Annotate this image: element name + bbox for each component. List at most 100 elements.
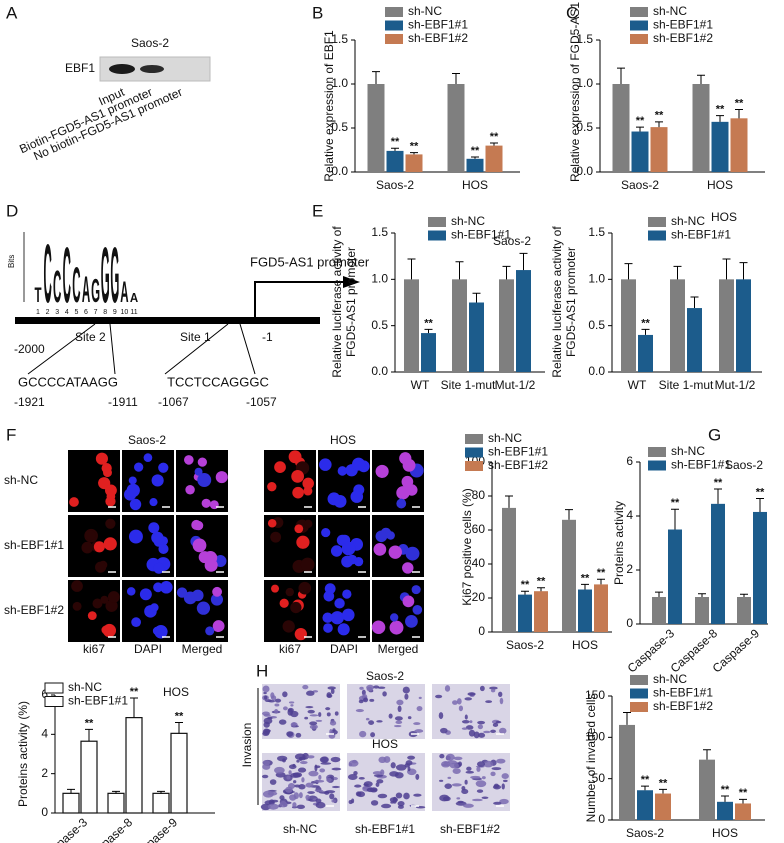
significance: ** <box>490 131 499 143</box>
nucleus <box>337 466 348 476</box>
cell <box>366 686 373 692</box>
nucleus <box>321 528 331 538</box>
x-tick-label: HOS <box>707 178 733 192</box>
y-tick-label: 2 <box>41 766 48 780</box>
y-tick-label: 1.5 <box>576 32 593 46</box>
cell <box>490 771 496 777</box>
cell <box>380 769 385 776</box>
nucleus <box>390 613 399 622</box>
cell <box>438 712 444 720</box>
cell <box>314 764 318 772</box>
cell <box>418 696 422 700</box>
cell <box>306 690 315 696</box>
error-bar <box>372 71 380 84</box>
nucleus <box>285 587 294 597</box>
cell <box>293 780 297 784</box>
cell <box>377 793 388 799</box>
nucleus <box>85 530 96 541</box>
nucleus <box>322 612 333 623</box>
error-bar <box>641 785 649 791</box>
cell <box>274 698 282 703</box>
legend-swatch <box>428 217 446 227</box>
error-bar <box>739 262 748 280</box>
cell <box>394 716 403 721</box>
cell <box>490 689 496 693</box>
cell <box>402 686 410 694</box>
cell <box>476 789 484 793</box>
column-label: sh-EBF1#1 <box>355 822 415 836</box>
nucleus <box>371 620 386 634</box>
nucleus <box>212 586 223 597</box>
cell <box>439 753 445 759</box>
nucleus <box>87 611 97 621</box>
y-tick-label: 2 <box>626 562 633 576</box>
legend-label: sh-EBF1#1 <box>68 694 128 708</box>
cell <box>382 691 387 697</box>
nucleus <box>399 452 412 465</box>
y-tick-label: 0.5 <box>576 120 593 134</box>
cell <box>395 720 403 724</box>
nucleus <box>402 595 415 608</box>
error-bar <box>617 67 625 84</box>
legend-swatch <box>630 7 648 17</box>
cell <box>490 729 496 733</box>
error-bar <box>703 749 711 760</box>
error-bar <box>740 593 748 597</box>
nucleus <box>100 595 109 604</box>
cell <box>320 762 332 765</box>
cell <box>451 783 462 787</box>
nucleus <box>185 485 195 495</box>
nucleus <box>203 551 218 565</box>
cell <box>375 782 380 787</box>
cell <box>282 758 286 763</box>
error-bar <box>655 121 663 128</box>
cell <box>353 770 358 776</box>
nucleus <box>93 541 105 553</box>
cell <box>397 801 405 807</box>
error-bar <box>624 263 633 280</box>
cell <box>355 708 364 713</box>
y-axis-label: Number of invaded cells <box>584 694 598 823</box>
position-label: 8 <box>103 309 107 316</box>
bar <box>469 302 484 372</box>
legend-label: sh-NC <box>408 4 442 18</box>
logo-letter: G <box>101 231 110 319</box>
nucleus <box>375 464 389 478</box>
bar <box>753 511 767 624</box>
cell <box>262 731 270 737</box>
cell <box>268 700 276 703</box>
cell <box>358 776 365 780</box>
nucleus <box>350 490 364 503</box>
nucleus <box>396 498 407 509</box>
significance: ** <box>721 784 730 796</box>
cell <box>354 784 362 788</box>
bar <box>405 154 423 172</box>
cell <box>390 762 396 769</box>
bar <box>485 145 503 172</box>
significance: ** <box>739 787 748 799</box>
cell <box>496 758 506 764</box>
x-tick-label: WT <box>411 378 430 392</box>
nucleus <box>148 522 160 534</box>
significance: ** <box>641 774 650 786</box>
legend-label: sh-NC <box>488 431 522 445</box>
bar <box>711 503 725 624</box>
x-tick-label: Mut-1/2 <box>495 378 536 392</box>
bar <box>730 118 748 172</box>
error-bar <box>721 795 729 802</box>
cell <box>489 686 498 690</box>
cell <box>279 801 288 808</box>
y-tick-label: 0 <box>478 624 485 638</box>
cell <box>302 752 309 760</box>
bar <box>578 589 592 632</box>
cell <box>441 761 451 768</box>
cell <box>501 783 505 790</box>
column-label: ki67 <box>83 642 105 656</box>
nucleus <box>129 498 142 511</box>
x-tick-label: HOS <box>462 178 488 192</box>
nucleus <box>294 627 307 641</box>
cell <box>274 766 285 774</box>
cell <box>491 767 502 771</box>
nucleus <box>290 601 302 614</box>
nucleus <box>412 605 423 615</box>
